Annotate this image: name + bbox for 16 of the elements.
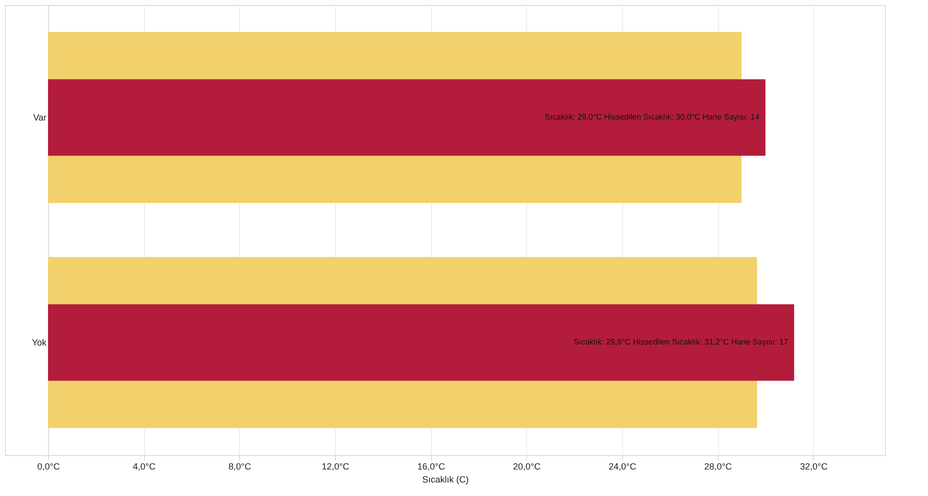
x-tick-label: 12,0°C	[322, 462, 350, 472]
x-axis-title: Sıcaklık (C)	[422, 474, 469, 484]
x-tick-label: 20,0°C	[512, 462, 542, 472]
bar	[48, 79, 766, 156]
x-tick-label: 0,0°C	[37, 462, 60, 472]
y-tick-label: Var	[33, 112, 47, 122]
data-label: Sıcaklık: 29,6°C Hissedilen Sıcaklık: 31,2°C Hane Sayısı: 17	[574, 338, 789, 346]
x-tick-label: 28,0°C	[704, 462, 732, 472]
data-label: Sıcaklık: 29,0°C Hissedilen Sıcaklık: 30,0°C Hane Sayısı: 14	[544, 112, 760, 122]
x-tick-label: 4,0°C	[132, 462, 156, 472]
x-tick-label: 16,0°C	[417, 462, 446, 472]
bar	[48, 304, 794, 381]
y-tick-label: Yok	[32, 338, 48, 348]
x-tick-label: 8,0°C	[228, 462, 252, 472]
x-tick-label: 32,0°C	[800, 462, 828, 472]
x-tick-label: 24,0°C	[608, 462, 637, 472]
